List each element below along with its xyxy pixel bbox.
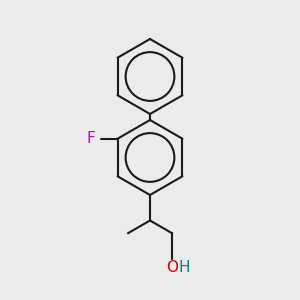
Text: H: H [178,260,190,275]
Text: F: F [86,131,95,146]
Text: O: O [166,260,178,275]
